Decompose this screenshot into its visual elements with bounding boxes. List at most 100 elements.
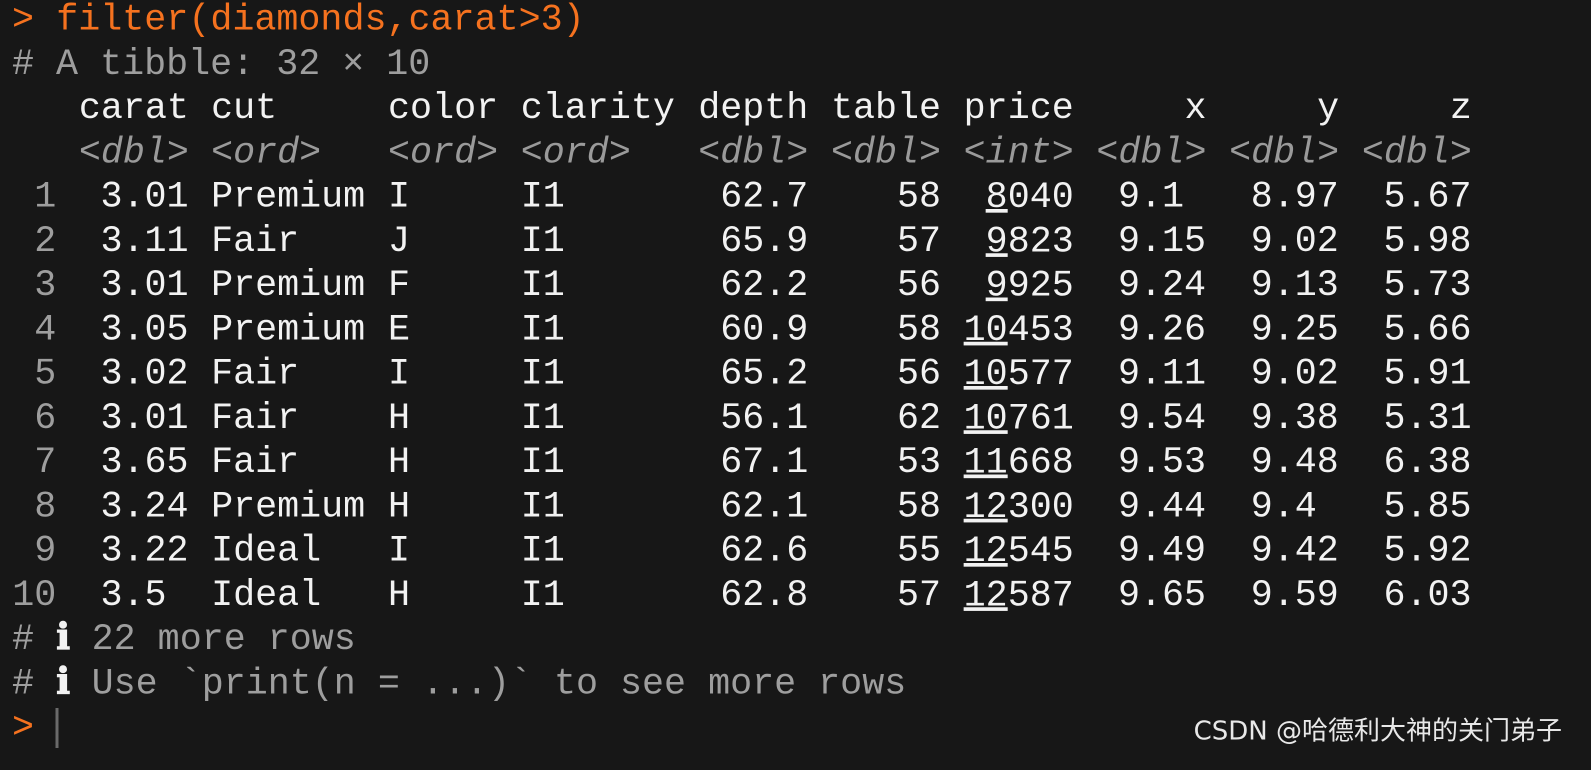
column-type: <dbl> xyxy=(1362,132,1472,174)
cell: 57 xyxy=(897,575,941,617)
footer-icon: ℹ xyxy=(56,619,70,661)
cell: Fair xyxy=(211,354,299,396)
row-number: 9 xyxy=(34,531,56,573)
row-number: 3 xyxy=(34,265,56,307)
cell: Ideal xyxy=(211,575,321,617)
cell: I1 xyxy=(521,354,565,396)
cell: 9.53 xyxy=(1118,442,1206,484)
cell: 9.25 xyxy=(1251,309,1339,351)
cell: I1 xyxy=(521,575,565,617)
cell: 56 xyxy=(897,265,941,307)
cell: 9.42 xyxy=(1251,531,1339,573)
cell: 5.73 xyxy=(1383,265,1471,307)
cell: F xyxy=(388,265,410,307)
cell: I xyxy=(388,354,410,396)
cell: 3.01 xyxy=(100,177,188,219)
cell: 10577 xyxy=(964,354,1074,396)
cell: 9.02 xyxy=(1251,221,1339,263)
cell: 9.11 xyxy=(1118,354,1206,396)
cell: 65.2 xyxy=(720,354,808,396)
row-number: 8 xyxy=(34,486,56,528)
cell: 9.1 xyxy=(1118,177,1184,219)
cell: 5.91 xyxy=(1383,354,1471,396)
cell: J xyxy=(388,221,410,263)
column-header: x xyxy=(1184,88,1206,130)
cell: H xyxy=(388,486,410,528)
column-header: cut xyxy=(211,88,277,130)
cell: 3.02 xyxy=(100,354,188,396)
column-header: y xyxy=(1317,88,1339,130)
cell: Premium xyxy=(211,486,365,528)
cell: 11668 xyxy=(964,442,1074,484)
column-header: table xyxy=(831,88,941,130)
row-number: 4 xyxy=(34,309,56,351)
prompt: > xyxy=(12,0,34,42)
cell: 6.38 xyxy=(1383,442,1471,484)
row-number: 2 xyxy=(34,221,56,263)
cell: 6.03 xyxy=(1383,575,1471,617)
column-header: color xyxy=(388,88,498,130)
cell: 3.05 xyxy=(100,309,188,351)
cell: 3.11 xyxy=(100,221,188,263)
row-number: 7 xyxy=(34,442,56,484)
cell: 57 xyxy=(897,221,941,263)
summary: # A tibble: 32 × 10 xyxy=(12,44,430,86)
cell: E xyxy=(388,309,410,351)
cell: Premium xyxy=(211,177,365,219)
column-type: <dbl> xyxy=(698,132,808,174)
cell: 9.54 xyxy=(1118,398,1206,440)
cell: 5.31 xyxy=(1383,398,1471,440)
column-type: <dbl> xyxy=(831,132,941,174)
cell: Ideal xyxy=(211,531,321,573)
cell: 9.44 xyxy=(1118,486,1206,528)
cell: 3.01 xyxy=(100,265,188,307)
cell: 53 xyxy=(897,442,941,484)
cell: I1 xyxy=(521,221,565,263)
cell: 56.1 xyxy=(720,398,808,440)
cell: I1 xyxy=(521,442,565,484)
column-header: depth xyxy=(698,88,808,130)
prompt: > xyxy=(12,708,34,750)
cell: 12545 xyxy=(964,531,1074,573)
cell: I1 xyxy=(521,486,565,528)
cell: 58 xyxy=(897,486,941,528)
cell: 9.38 xyxy=(1251,398,1339,440)
cell: 12300 xyxy=(964,486,1074,528)
cell: Fair xyxy=(211,398,299,440)
cell: 67.1 xyxy=(720,442,808,484)
column-type: <ord> xyxy=(388,132,498,174)
cell: 5.85 xyxy=(1383,486,1471,528)
cell: H xyxy=(388,442,410,484)
cell: 9.02 xyxy=(1251,354,1339,396)
cell: I1 xyxy=(521,398,565,440)
cell: 9.26 xyxy=(1118,309,1206,351)
cell: I1 xyxy=(521,265,565,307)
cell: 56 xyxy=(897,354,941,396)
row-number: 1 xyxy=(34,177,56,219)
cell: 58 xyxy=(897,177,941,219)
cell: 3.22 xyxy=(100,531,188,573)
column-header: clarity xyxy=(521,88,675,130)
cell: 9.65 xyxy=(1118,575,1206,617)
cell: 9925 xyxy=(986,265,1074,307)
column-header: z xyxy=(1450,88,1472,130)
cell: 5.92 xyxy=(1383,531,1471,573)
cell: 12587 xyxy=(964,575,1074,617)
row-number: 5 xyxy=(34,354,56,396)
cell: 10761 xyxy=(964,398,1074,440)
watermark: CSDN @哈德利大神的关门弟子 xyxy=(1194,717,1562,747)
cell: 62.7 xyxy=(720,177,808,219)
column-type: <dbl> xyxy=(1096,132,1206,174)
cell: 58 xyxy=(897,309,941,351)
footer-hash: # xyxy=(12,619,34,661)
cell: 8040 xyxy=(986,177,1074,219)
row-number: 10 xyxy=(12,575,56,617)
column-header: price xyxy=(964,88,1074,130)
cell: 62.8 xyxy=(720,575,808,617)
column-header: carat xyxy=(79,88,189,130)
cell: 5.67 xyxy=(1383,177,1471,219)
cell: 9.48 xyxy=(1251,442,1339,484)
cell: 62.6 xyxy=(720,531,808,573)
cell: 8.97 xyxy=(1251,177,1339,219)
